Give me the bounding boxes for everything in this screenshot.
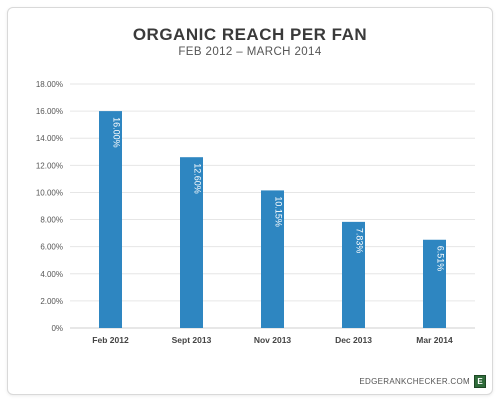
x-tick-label: Mar 2014 xyxy=(416,335,453,345)
x-tick-label: Sept 2013 xyxy=(172,335,212,345)
y-tick-label: 12.00% xyxy=(36,161,63,170)
y-tick-label: 14.00% xyxy=(36,134,63,143)
x-tick-label: Feb 2012 xyxy=(92,335,129,345)
y-tick-label: 2.00% xyxy=(40,297,63,306)
chart-title: ORGANIC REACH PER FAN xyxy=(132,25,368,44)
x-tick-label: Dec 2013 xyxy=(335,335,372,345)
chart-subtitle: FEB 2012 – MARCH 2014 xyxy=(178,46,322,58)
bar xyxy=(342,221,365,328)
footer: EDGERANKCHECKER.COM E xyxy=(359,375,486,388)
y-tick-label: 10.00% xyxy=(36,188,63,197)
y-tick-label: 8.00% xyxy=(40,216,63,225)
bar-value-label: 16.00% xyxy=(112,117,122,148)
y-tick-label: 18.00% xyxy=(36,80,63,89)
brand-logo-icon[interactable]: E xyxy=(474,375,486,388)
bar xyxy=(180,157,203,328)
bar-value-label: 12.60% xyxy=(193,163,203,194)
x-tick-label: Nov 2013 xyxy=(254,335,292,345)
bar-value-label: 7.83% xyxy=(355,228,365,254)
bar-value-label: 6.51% xyxy=(436,246,446,272)
bar xyxy=(261,190,284,328)
source-label: EDGERANKCHECKER.COM xyxy=(359,377,470,386)
y-tick-label: 0% xyxy=(51,324,63,333)
bar xyxy=(99,111,122,328)
y-tick-label: 4.00% xyxy=(40,270,63,279)
bar xyxy=(423,239,446,328)
y-tick-label: 6.00% xyxy=(40,243,63,252)
chart-card xyxy=(7,7,493,395)
bar-value-label: 10.15% xyxy=(274,196,284,227)
y-tick-label: 16.00% xyxy=(36,107,63,116)
